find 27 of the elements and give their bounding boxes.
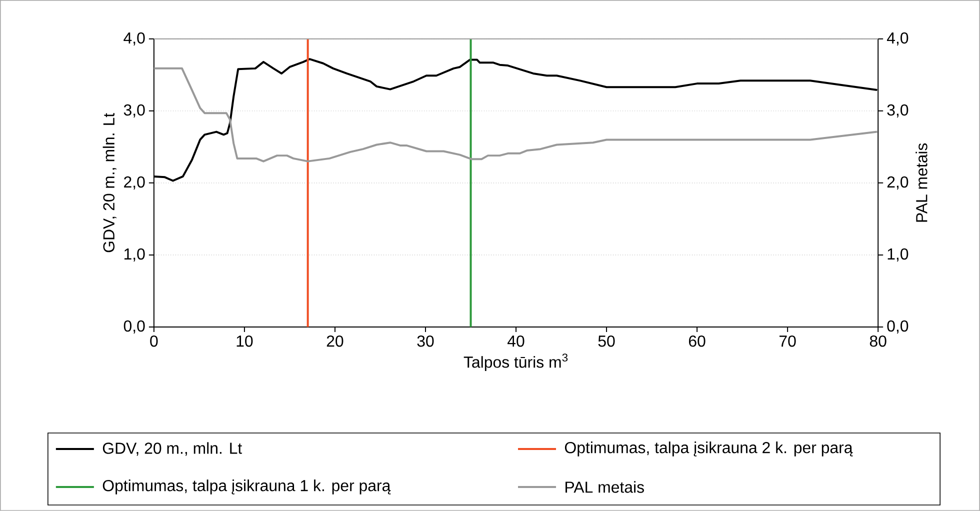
x-tick-label: 0 xyxy=(150,336,158,347)
y2-tick-label: 0,0 xyxy=(887,320,908,334)
x-tick-label: 10 xyxy=(236,336,253,347)
y-tick-label: 3,0 xyxy=(124,104,145,118)
y2-tick-label: 2,0 xyxy=(887,176,908,190)
legend-label: PAL metais xyxy=(566,481,644,493)
y2-axis-title: PAL metais xyxy=(916,143,928,222)
y-axis-title: GDV, 20 m., mln. Lt xyxy=(102,113,116,252)
y2-tick-label: 3,0 xyxy=(887,104,908,118)
x-tick-label: 50 xyxy=(598,336,615,347)
legend-label: GDV, 20 m., mln. Lt xyxy=(102,442,242,456)
x-tick-label: 40 xyxy=(508,336,524,347)
legend-label: Optimumas, talpa įsikrauna 1 k. per parą xyxy=(102,480,391,494)
y-tick-label: 0,0 xyxy=(124,320,145,334)
y-tick-label: 1,0 xyxy=(124,248,145,262)
y2-tick-label: 4,0 xyxy=(886,32,908,46)
x-tick-label: 60 xyxy=(688,336,706,347)
x-axis-title: Talpos tūris m$^{3}$ xyxy=(464,354,568,372)
x-tick-label: 20 xyxy=(326,336,344,347)
legend-label: Optimumas, talpa įsikrauna 2 k. per parą xyxy=(564,442,853,456)
y-tick-label: 2,0 xyxy=(124,176,145,190)
x-tick-label: 80 xyxy=(870,336,886,347)
x-tick-label: 70 xyxy=(780,336,796,347)
y-tick-label: 4,0 xyxy=(124,32,145,46)
line-series xyxy=(154,67,878,162)
x-tick-label: 30 xyxy=(417,336,434,347)
y2-tick-label: 1,0 xyxy=(888,248,908,262)
